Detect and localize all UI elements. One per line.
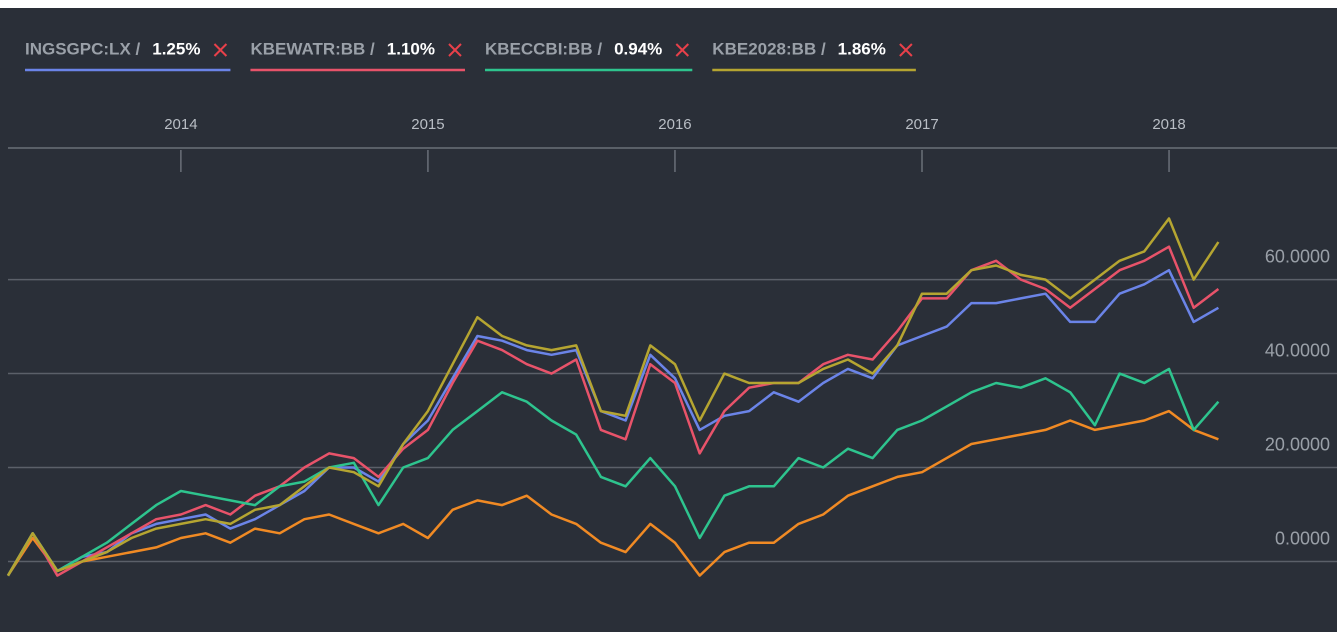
y-tick-label: 0.0000	[1275, 528, 1330, 548]
series-line	[6, 268, 1220, 577]
legend-name[interactable]: KBECCBI:BB /	[485, 39, 602, 58]
y-tick-label: 40.0000	[1265, 340, 1330, 360]
x-tick-label: 2014	[164, 116, 197, 133]
series-line	[6, 367, 1220, 577]
legend-close[interactable]	[448, 43, 462, 57]
x-tick-label: 2018	[1152, 116, 1185, 133]
top-strip	[0, 0, 1337, 8]
x-tick-label: 2016	[658, 116, 691, 133]
legend-name[interactable]: INGSGPC:LX /	[25, 39, 141, 58]
series-line	[6, 245, 1220, 577]
series-line	[6, 409, 1219, 577]
x-tick-label: 2017	[905, 116, 938, 133]
x-tick-label: 2015	[411, 116, 444, 133]
legend-name[interactable]: KBE2028:BB /	[712, 39, 826, 58]
series-line	[6, 217, 1220, 577]
y-tick-label: 20.0000	[1265, 434, 1330, 454]
legend-change: 1.86%	[838, 39, 886, 58]
legend-name[interactable]: KBEWATR:BB /	[250, 39, 375, 58]
legend-change: 1.10%	[387, 39, 435, 58]
legend-change: 1.25%	[152, 39, 200, 58]
legend-close[interactable]	[213, 43, 228, 57]
legend-change: 0.94%	[614, 39, 662, 58]
legend-close[interactable]	[675, 43, 690, 57]
legend-close[interactable]	[899, 43, 913, 57]
y-tick-label: 60.0000	[1265, 246, 1330, 266]
